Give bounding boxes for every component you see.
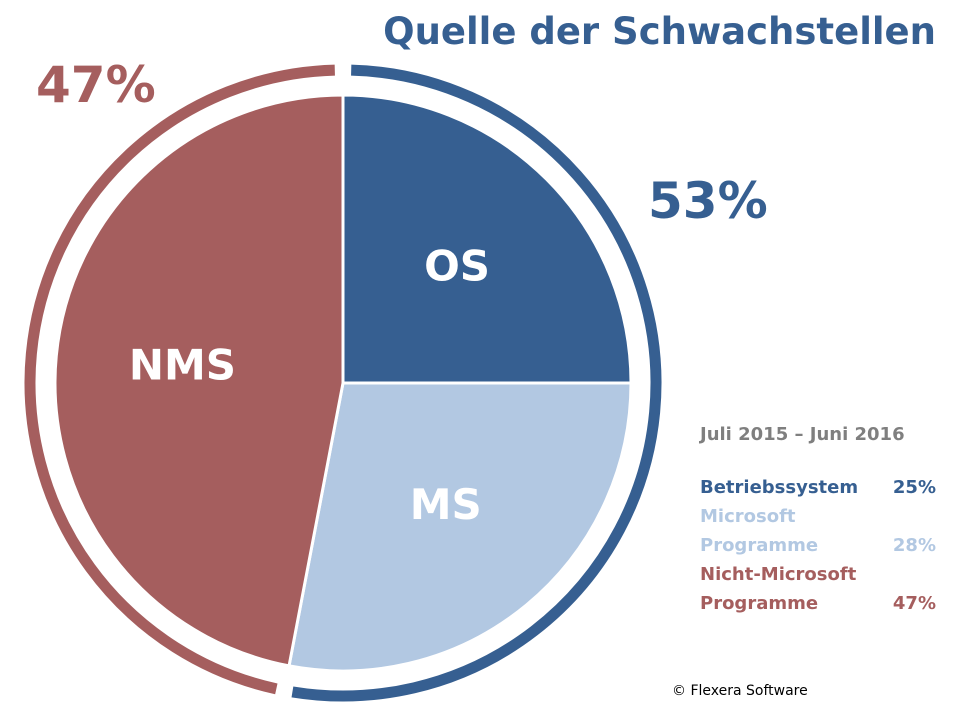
copyright: © Flexera Software xyxy=(672,683,808,699)
group-ring-0 xyxy=(291,64,662,702)
legend-item-label: Betriebssystem xyxy=(700,477,859,498)
legend-item-nms: Nicht-Microsoft Programme 47% xyxy=(700,560,936,618)
legend-item-ms: Microsoft Programme 28% xyxy=(700,502,936,560)
legend-item-value: 47% xyxy=(892,593,936,614)
pie-slice-os xyxy=(341,93,633,385)
pie-slice-ms xyxy=(287,381,633,673)
slice-label-nms: NMS xyxy=(129,340,236,389)
slice-label-os: OS xyxy=(424,241,490,290)
legend-item-value: 25% xyxy=(892,477,936,498)
group-label-microsoft: 53% xyxy=(648,172,768,230)
legend-item-value: 28% xyxy=(892,535,936,556)
legend-item-label: Nicht-Microsoft Programme xyxy=(700,564,857,614)
chart-title: Quelle der Schwachstellen xyxy=(383,10,936,53)
legend-period: Juli 2015 – Juni 2016 xyxy=(700,424,905,445)
pie-slice-nms xyxy=(53,93,345,668)
group-ring-1 xyxy=(24,64,335,695)
group-label-nms: 47% xyxy=(36,56,156,114)
legend-item-os: Betriebssystem 25% xyxy=(700,473,936,502)
legend: Juli 2015 – Juni 2016 Betriebssystem 25%… xyxy=(700,420,936,618)
legend-item-label: Microsoft Programme xyxy=(700,506,819,556)
slice-label-ms: MS xyxy=(410,480,482,529)
